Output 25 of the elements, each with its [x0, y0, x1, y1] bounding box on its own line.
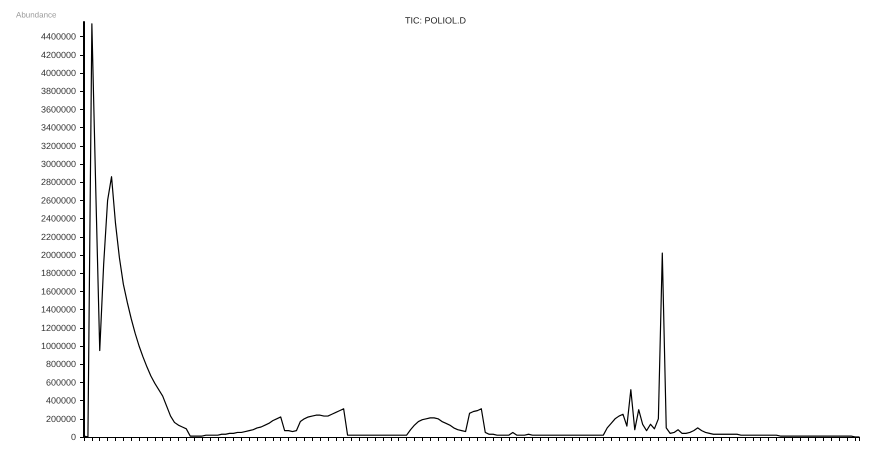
y-tick-label: 2600000: [40, 195, 76, 206]
y-tick-label: 2000000: [40, 250, 76, 260]
y-tick-label: 2400000: [40, 214, 76, 224]
y-tick-label: 400000: [46, 396, 76, 406]
y-tick-label: 600000: [46, 377, 76, 388]
y-tick-label: 2200000: [40, 232, 76, 242]
y-tick-label: 3800000: [40, 86, 76, 96]
y-tick-label: 1800000: [40, 268, 76, 278]
y-tick-label: 2800000: [40, 177, 76, 188]
y-tick-label: 1400000: [40, 304, 76, 315]
y-tick-label: 1600000: [40, 286, 76, 296]
y-tick-label: 0: [70, 432, 76, 442]
y-tick-label: 3200000: [40, 140, 76, 151]
y-axis-title: Abundance: [16, 10, 58, 20]
y-tick-label: 800000: [46, 359, 76, 370]
y-tick-label: 1200000: [40, 322, 76, 333]
y-tick-label: 4400000: [40, 32, 76, 42]
y-tick-label: 3400000: [40, 122, 76, 133]
y-tick-label: 3600000: [40, 104, 76, 114]
y-tick-label: 1000000: [40, 340, 76, 351]
y-tick-label: 4000000: [40, 68, 76, 78]
y-tick-label: 4200000: [40, 50, 76, 60]
y-tick-label: 200000: [46, 414, 76, 424]
chart-title: TIC: POLIOL.D: [404, 16, 467, 26]
y-tick-label: 3000000: [40, 158, 76, 169]
